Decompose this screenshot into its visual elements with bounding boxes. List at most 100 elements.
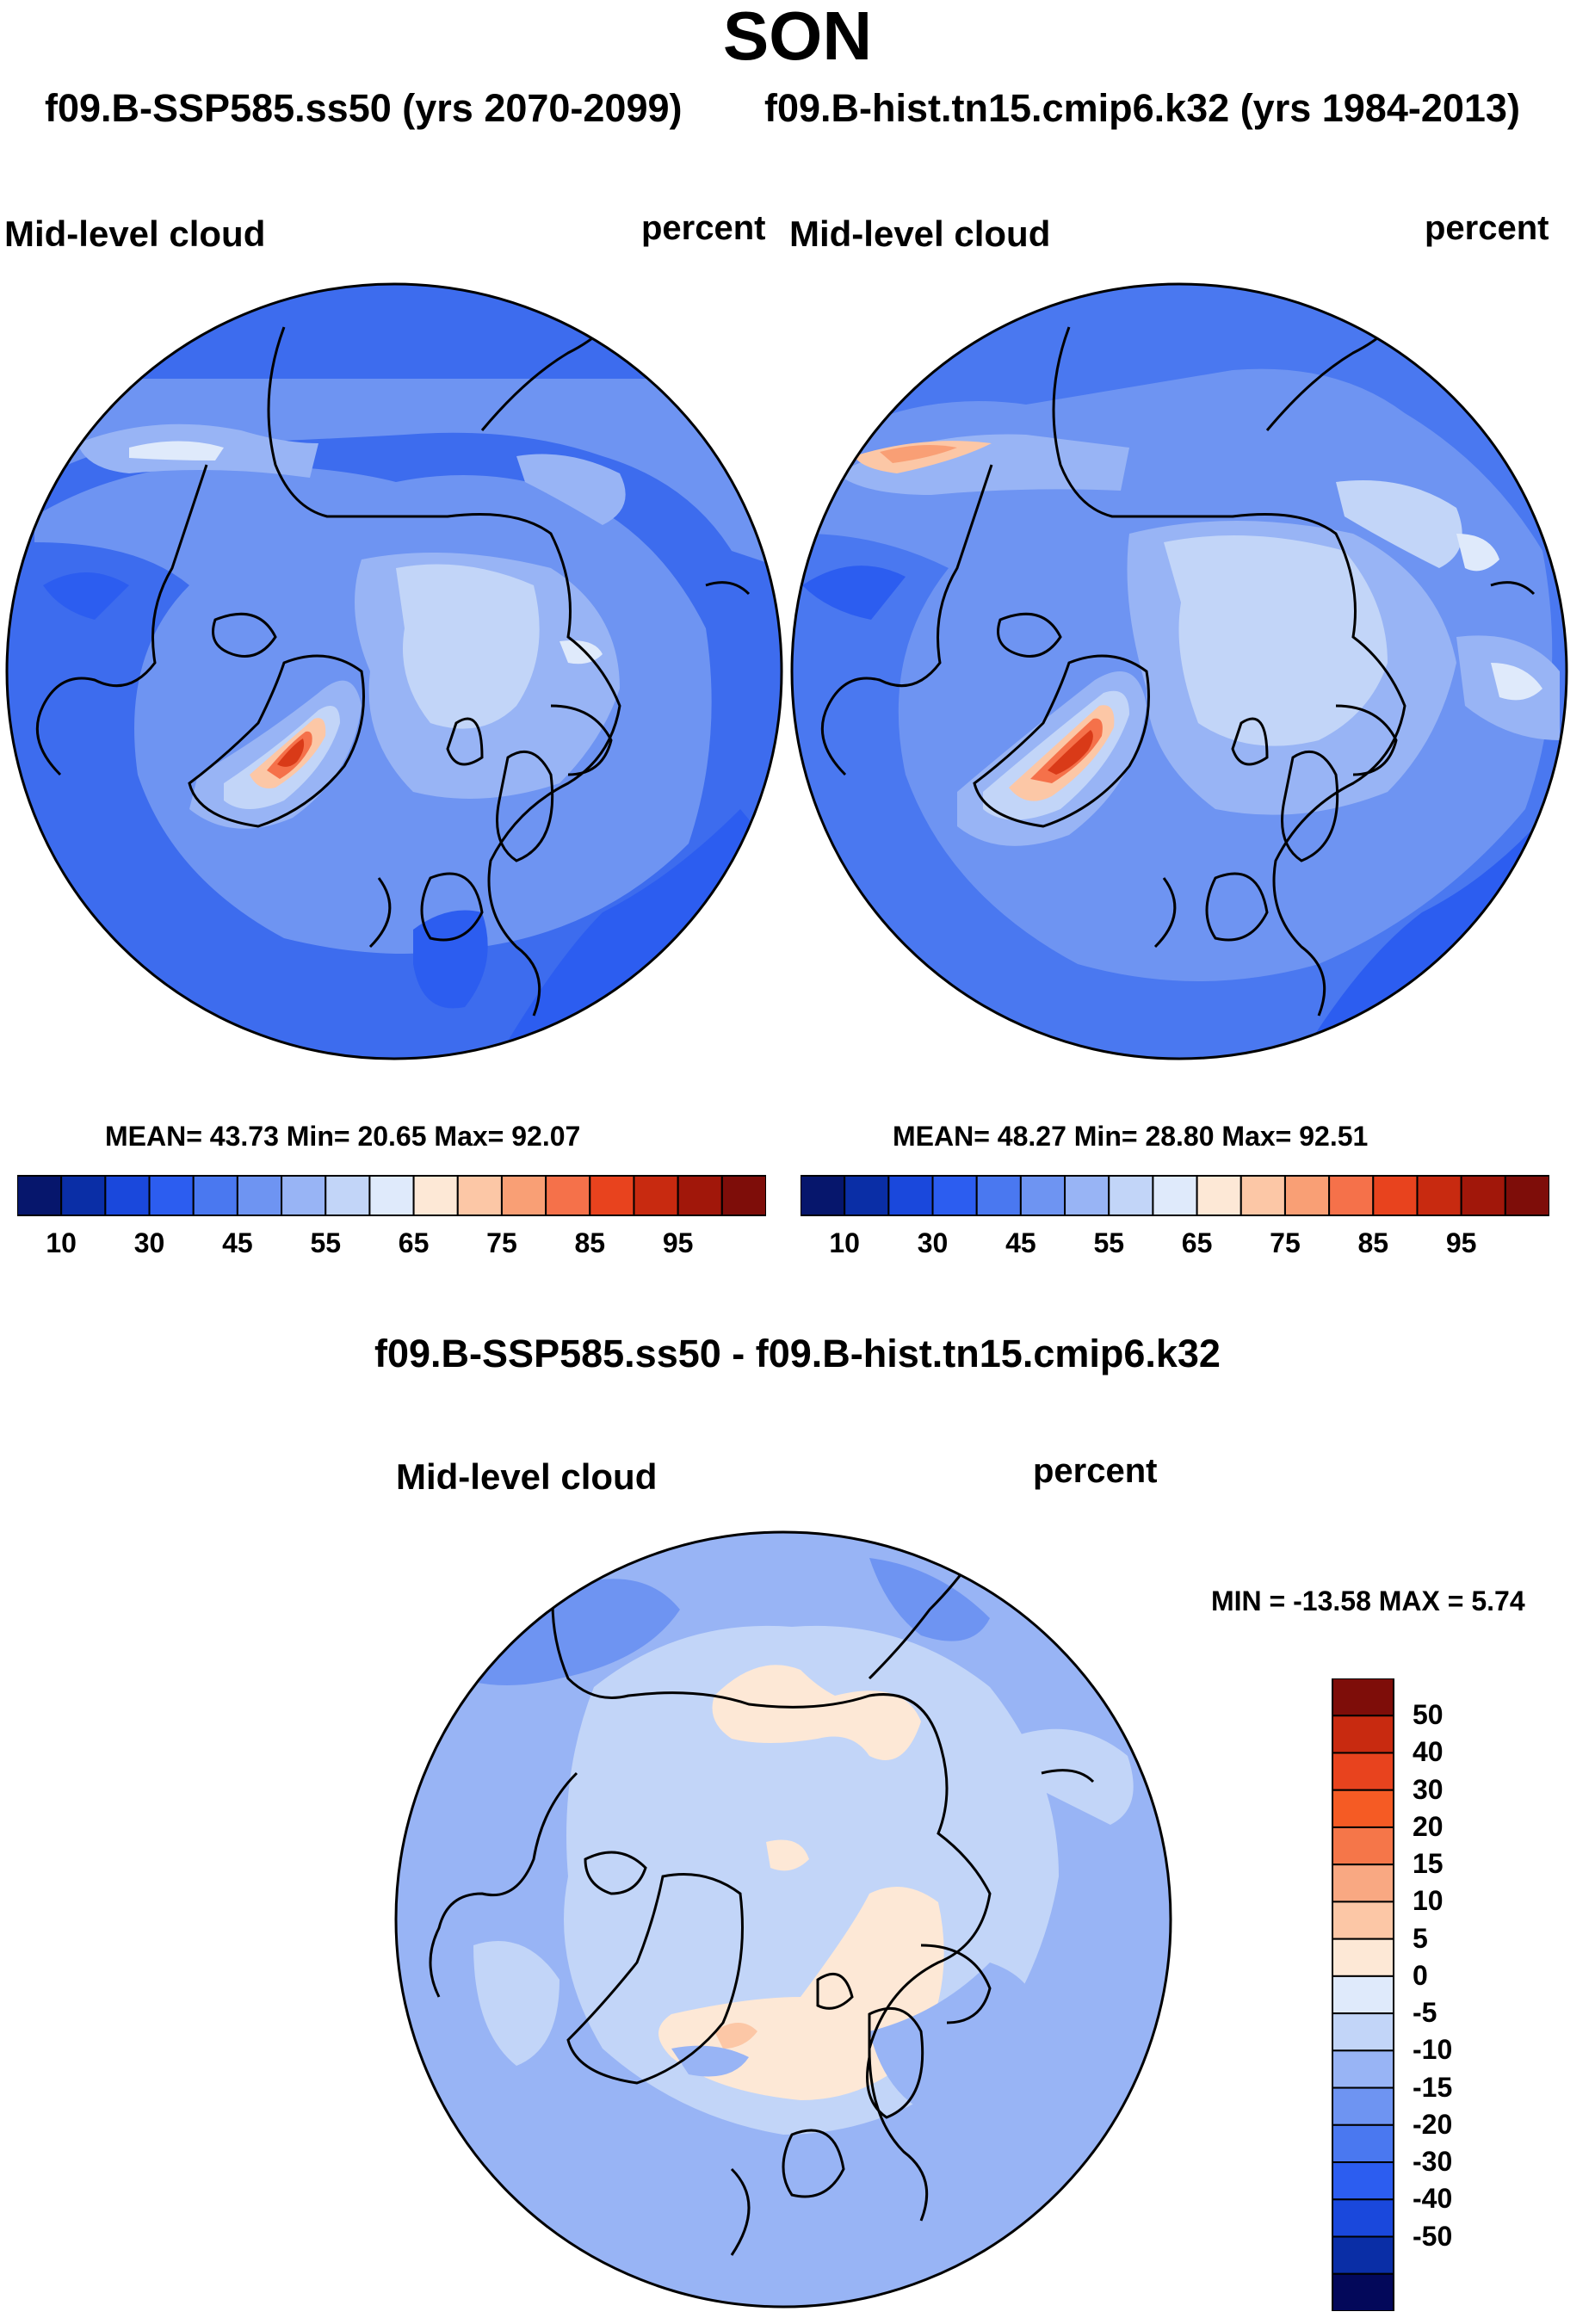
panel1-colorbar-tick-label: 10 — [46, 1227, 77, 1258]
diff-colorbar-tick-label: 0 — [1413, 1959, 1428, 1991]
panel1-variable-label: Mid-level cloud — [4, 213, 266, 254]
panel1-colorbar-box — [500, 1175, 547, 1216]
panel1-colorbar-box — [368, 1175, 415, 1216]
diff-colorbar-box — [1332, 2086, 1394, 2126]
panel1-units-label: percent — [641, 209, 766, 247]
main-title: SON — [722, 0, 873, 74]
panel1-colorbar-box — [677, 1175, 723, 1216]
panel2-colorbar-box — [887, 1175, 934, 1216]
diff-colorbar-tick-label: -20 — [1413, 2108, 1453, 2140]
panel2-coastlines — [820, 309, 1536, 1017]
diff-colorbar-tick-label: 30 — [1413, 1773, 1444, 1805]
diff-colorbar-box — [1332, 1938, 1394, 1977]
panel1-colorbar-box — [60, 1175, 107, 1216]
diff-colorbar — [1332, 1678, 1394, 2311]
panel1-colorbar-tick-label: 65 — [398, 1227, 430, 1258]
panel1-colorbar-box — [412, 1175, 459, 1216]
panel2-colorbar-box — [1108, 1175, 1154, 1216]
panel1-colorbar-tick-label: 30 — [133, 1227, 165, 1258]
panel1-colorbar-box — [148, 1175, 195, 1216]
panel1-polar-map — [5, 282, 783, 1060]
diff-colorbar-box — [1332, 1975, 1394, 2015]
panel2-colorbar-box — [1196, 1175, 1242, 1216]
diff-colorbar-box — [1332, 2198, 1394, 2238]
panel1-colorbar-box — [281, 1175, 327, 1216]
panel2-colorbar-box — [844, 1175, 890, 1216]
diff-colorbar-tick-label: -30 — [1413, 2146, 1453, 2178]
panel2-colorbar-box — [1064, 1175, 1110, 1216]
diff-colorbar-tick-label: 5 — [1413, 1922, 1428, 1954]
panel2-variable-label: Mid-level cloud — [789, 213, 1051, 254]
diff-variable-label: Mid-level cloud — [396, 1456, 658, 1497]
diff-colorbar-box — [1332, 2123, 1394, 2164]
diff-colorbar-box — [1332, 1901, 1394, 1940]
diff-stats: MIN = -13.58 MAX = 5.74 — [1211, 1585, 1525, 1616]
diff-units-label: percent — [1033, 1452, 1158, 1490]
panel1-colorbar-box — [720, 1175, 766, 1216]
panel2-colorbar-tick-label: 10 — [829, 1227, 860, 1258]
panel2-colorbar-box — [1372, 1175, 1419, 1216]
diff-colorbar-tick-label: 40 — [1413, 1736, 1444, 1768]
panel2-colorbar-box — [931, 1175, 978, 1216]
panel2-colorbar-box — [1504, 1175, 1549, 1216]
diff-colorbar-tick-label: 20 — [1413, 1810, 1444, 1842]
panel2-colorbar-box — [801, 1175, 846, 1216]
panel1-colorbar-box — [236, 1175, 283, 1216]
panel1-colorbar-box — [456, 1175, 503, 1216]
diff-colorbar-box — [1332, 1715, 1394, 1754]
panel2-colorbar-tick-label: 55 — [1093, 1227, 1125, 1258]
diff-colorbar-tick-label: -15 — [1413, 2071, 1453, 2103]
panel2-colorbar-box — [1283, 1175, 1331, 1216]
panel2-colorbar-box — [975, 1175, 1022, 1216]
panel1-colorbar-box — [17, 1175, 63, 1216]
diff-colorbar-tick-label: 50 — [1413, 1699, 1444, 1731]
panel1-colorbar-tick-label: 95 — [662, 1227, 694, 1258]
diff-colorbar-box — [1332, 1826, 1394, 1866]
diff-colorbar-box — [1332, 1864, 1394, 1903]
left-case-title: f09.B-SSP585.ss50 (yrs 2070-2099) — [45, 86, 683, 130]
difference-polar-map — [394, 1530, 1172, 2309]
diff-colorbar-tick-label: 10 — [1413, 1885, 1444, 1917]
right-case-title: f09.B-hist.tn15.cmip6.k32 (yrs 1984-2013… — [764, 86, 1520, 130]
panel2-units-label: percent — [1425, 209, 1549, 247]
panel1-colorbar-tick-label: 85 — [574, 1227, 606, 1258]
panel1-colorbar-box — [192, 1175, 238, 1216]
panel1-colorbar-box — [545, 1175, 591, 1216]
diff-colorbar-tick-label: -5 — [1413, 1997, 1437, 2029]
panel2-colorbar — [801, 1175, 1549, 1216]
diff-colorbar-tick-label: -50 — [1413, 2220, 1453, 2252]
panel1-colorbar-tick-label: 45 — [222, 1227, 253, 1258]
panel2-colorbar-box — [1240, 1175, 1286, 1216]
panel2-colorbar-tick-label: 85 — [1357, 1227, 1389, 1258]
difference-title: f09.B-SSP585.ss50 - f09.B-hist.tn15.cmip… — [374, 1332, 1221, 1375]
panel2-colorbar-box — [1328, 1175, 1375, 1216]
panel2-colorbar-box — [1019, 1175, 1066, 1216]
panel2-colorbar-tick-label: 65 — [1181, 1227, 1213, 1258]
diff-colorbar-box — [1332, 1752, 1394, 1791]
panel2-colorbar-tick-label: 45 — [1005, 1227, 1036, 1258]
diff-colorbar-tick-label: -40 — [1413, 2183, 1453, 2215]
panel1-stats: MEAN= 43.73 Min= 20.65 Max= 92.07 — [105, 1121, 581, 1152]
diff-colorbar-box — [1332, 1789, 1394, 1828]
panel2-stats: MEAN= 48.27 Min= 28.80 Max= 92.51 — [893, 1121, 1369, 1152]
panel1-colorbar-box — [589, 1175, 635, 1216]
diff-colorbar-box — [1332, 2272, 1394, 2311]
panel1-colorbar-tick-label: 75 — [486, 1227, 517, 1258]
diff-colorbar-box — [1332, 2235, 1394, 2275]
panel1-colorbar-tick-label: 55 — [310, 1227, 342, 1258]
diff-colorbar-tick-label: -10 — [1413, 2034, 1453, 2066]
diff-colorbar-box — [1332, 1678, 1394, 1717]
panel1-coastlines — [35, 309, 751, 1017]
panel2-colorbar-box — [1416, 1175, 1462, 1216]
panel1-colorbar-box — [325, 1175, 371, 1216]
panel2-colorbar-box — [1460, 1175, 1506, 1216]
panel2-colorbar-box — [1152, 1175, 1198, 1216]
panel1-colorbar-box — [633, 1175, 679, 1216]
panel2-polar-map — [790, 282, 1568, 1060]
diff-colorbar-box — [1332, 2049, 1394, 2089]
diff-colorbar-box — [1332, 2012, 1394, 2052]
diff-colorbar-box — [1332, 2161, 1394, 2201]
panel2-colorbar-tick-label: 30 — [917, 1227, 949, 1258]
diff-colorbar-tick-label: 15 — [1413, 1848, 1444, 1880]
panel1-colorbar — [17, 1175, 766, 1216]
